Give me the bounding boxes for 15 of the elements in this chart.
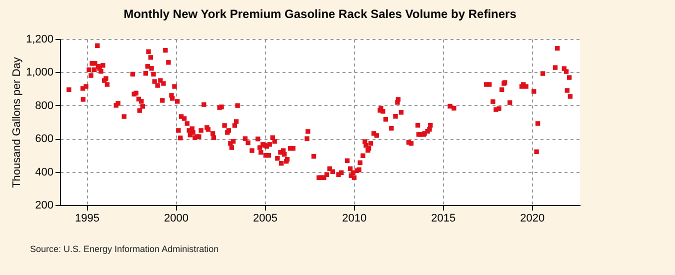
x-tick-label: 1995 xyxy=(74,212,100,224)
y-tick-label: 400 xyxy=(35,166,54,178)
y-axis-title: Thousand Gallons per Day xyxy=(10,56,23,188)
x-tick-label: 2000 xyxy=(164,212,188,224)
y-tick-label: 800 xyxy=(35,100,54,112)
x-tick-label: 2010 xyxy=(342,212,367,224)
x-tick-label: 2020 xyxy=(520,212,545,224)
x-tick-label: 2005 xyxy=(253,212,278,224)
x-tick-label: 2015 xyxy=(431,212,456,224)
source-note: Source: U.S. Energy Information Administration xyxy=(30,244,219,254)
y-tick-label: 600 xyxy=(35,133,54,146)
y-tick-label: 1,200 xyxy=(26,34,54,46)
y-tick-label: 1,000 xyxy=(26,66,54,79)
y-tick-label: 200 xyxy=(35,200,54,212)
chart-title: Monthly New York Premium Gasoline Rack Sales Volume by Refiners xyxy=(124,7,517,21)
